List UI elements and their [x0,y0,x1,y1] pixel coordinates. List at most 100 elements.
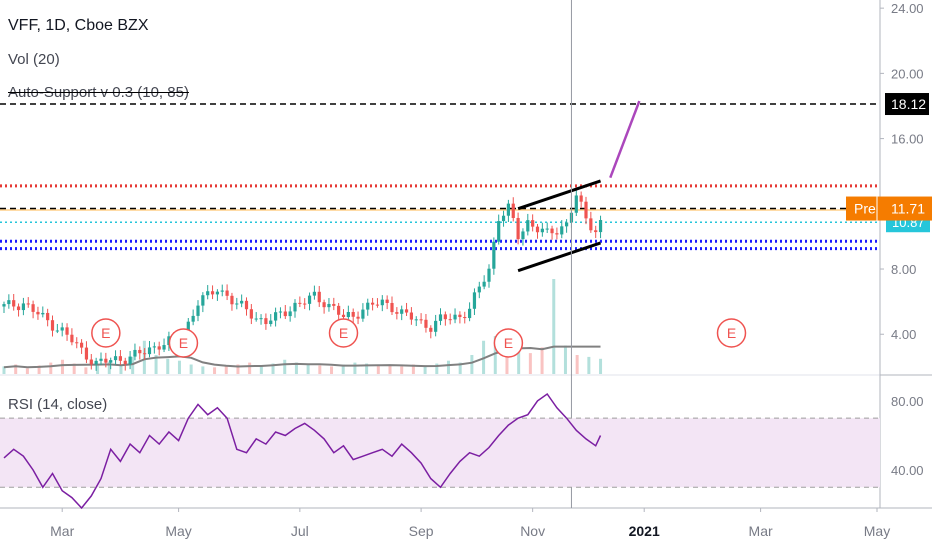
time-tick-label: Mar [749,523,773,539]
volume-bar [540,347,544,374]
volume-bar [177,360,181,374]
candle-body [225,290,229,296]
volume-bar [587,356,591,374]
projection-line[interactable] [609,100,641,179]
resistance-level-badge[interactable] [885,93,929,116]
rsi-tick-label: 40.00 [891,463,924,478]
candle-body [157,346,161,350]
candle-body [186,321,190,335]
candle-body [584,201,588,219]
candle-body [390,302,394,313]
candle-layer [2,189,603,371]
volume-bar [400,366,404,374]
auto-support-legend[interactable]: Auto-Support v 0.3 (10, 85) [8,84,189,101]
volume-bar [107,361,111,374]
candle-body [16,306,21,311]
volume-bar [72,363,76,374]
earnings-marker-label: E [727,325,736,341]
candle-body [26,303,30,305]
candle-body [424,319,428,328]
channel-upper-line[interactable] [517,179,602,211]
candle-body [497,221,501,242]
volume-bar [446,360,450,374]
pre-market-badge-label: Pre [854,201,876,217]
volume-bar [201,366,205,374]
candle-body [36,311,40,315]
earnings-marker-label: E [179,335,188,351]
symbol-legend[interactable]: VFF, 1D, Cboe BZX [8,17,149,34]
volume-bar [435,363,439,374]
candle-body [438,314,443,321]
candle-body [594,230,598,233]
candle-body [46,312,50,321]
volume-legend[interactable]: Vol (20) [8,51,60,68]
volume-bar [84,367,88,374]
time-tick-label: May [165,523,191,539]
candle-body [501,215,506,222]
time-tick-label: 2021 [629,523,660,539]
candle-body [2,304,6,307]
earnings-marker[interactable] [91,318,121,348]
volume-bar [575,355,579,374]
volume-bar [318,365,322,374]
candle-body [191,315,195,322]
candle-body [201,295,205,306]
candle-body [41,312,45,315]
volume-bar [25,368,29,374]
earnings-marker[interactable] [328,318,359,348]
candle-body [516,217,520,240]
volume-bar [37,365,41,374]
volume-bar [283,359,287,374]
volume-bar [470,355,474,374]
earnings-marker-label: E [504,335,513,351]
axis-layer: 4.008.0012.0016.0020.0024.0040.0080.00Ma… [50,1,932,539]
volume-bar [353,362,357,374]
volume-bar [505,345,509,374]
candle-body [429,327,433,332]
candle-body [206,291,210,296]
time-tick-label: May [864,523,890,539]
candle-body [414,319,418,321]
candle-body [288,311,292,317]
rsi-line [3,392,602,510]
volume-bar [2,366,6,374]
candle-body [50,320,55,331]
candle-body [531,220,535,227]
volume-bar [458,362,462,374]
candle-body [492,241,496,269]
candle-body [511,203,515,218]
candle-body [477,286,481,293]
candle-body [356,316,360,319]
time-tick-label: Jul [291,523,309,539]
candle-body [434,320,438,332]
candle-body [312,291,316,296]
candle-body [21,303,25,311]
rsi-layer [0,392,880,510]
candle-body [395,312,399,314]
volume-bar [376,364,380,374]
earnings-marker[interactable] [168,328,199,358]
earnings-marker[interactable] [493,328,524,358]
candle-body [366,302,370,310]
candle-body [443,314,447,320]
earnings-marker-label: E [101,325,110,341]
pre-market-badge[interactable] [846,196,932,221]
candle-body [274,312,278,321]
volume-layer [2,279,603,374]
channel-lower-line[interactable] [517,241,602,273]
candle-body [293,302,297,312]
rsi-legend[interactable]: RSI (14, close) [8,396,108,413]
candle-body [123,360,127,365]
candle-body [143,353,147,355]
candle-body [99,358,103,361]
volume-bar [294,362,298,374]
candle-body [240,300,244,304]
volume-bar [189,364,193,374]
candle-body [487,268,491,282]
candle-body [458,314,462,318]
earnings-marker[interactable] [716,318,747,348]
candle-body [307,295,312,304]
